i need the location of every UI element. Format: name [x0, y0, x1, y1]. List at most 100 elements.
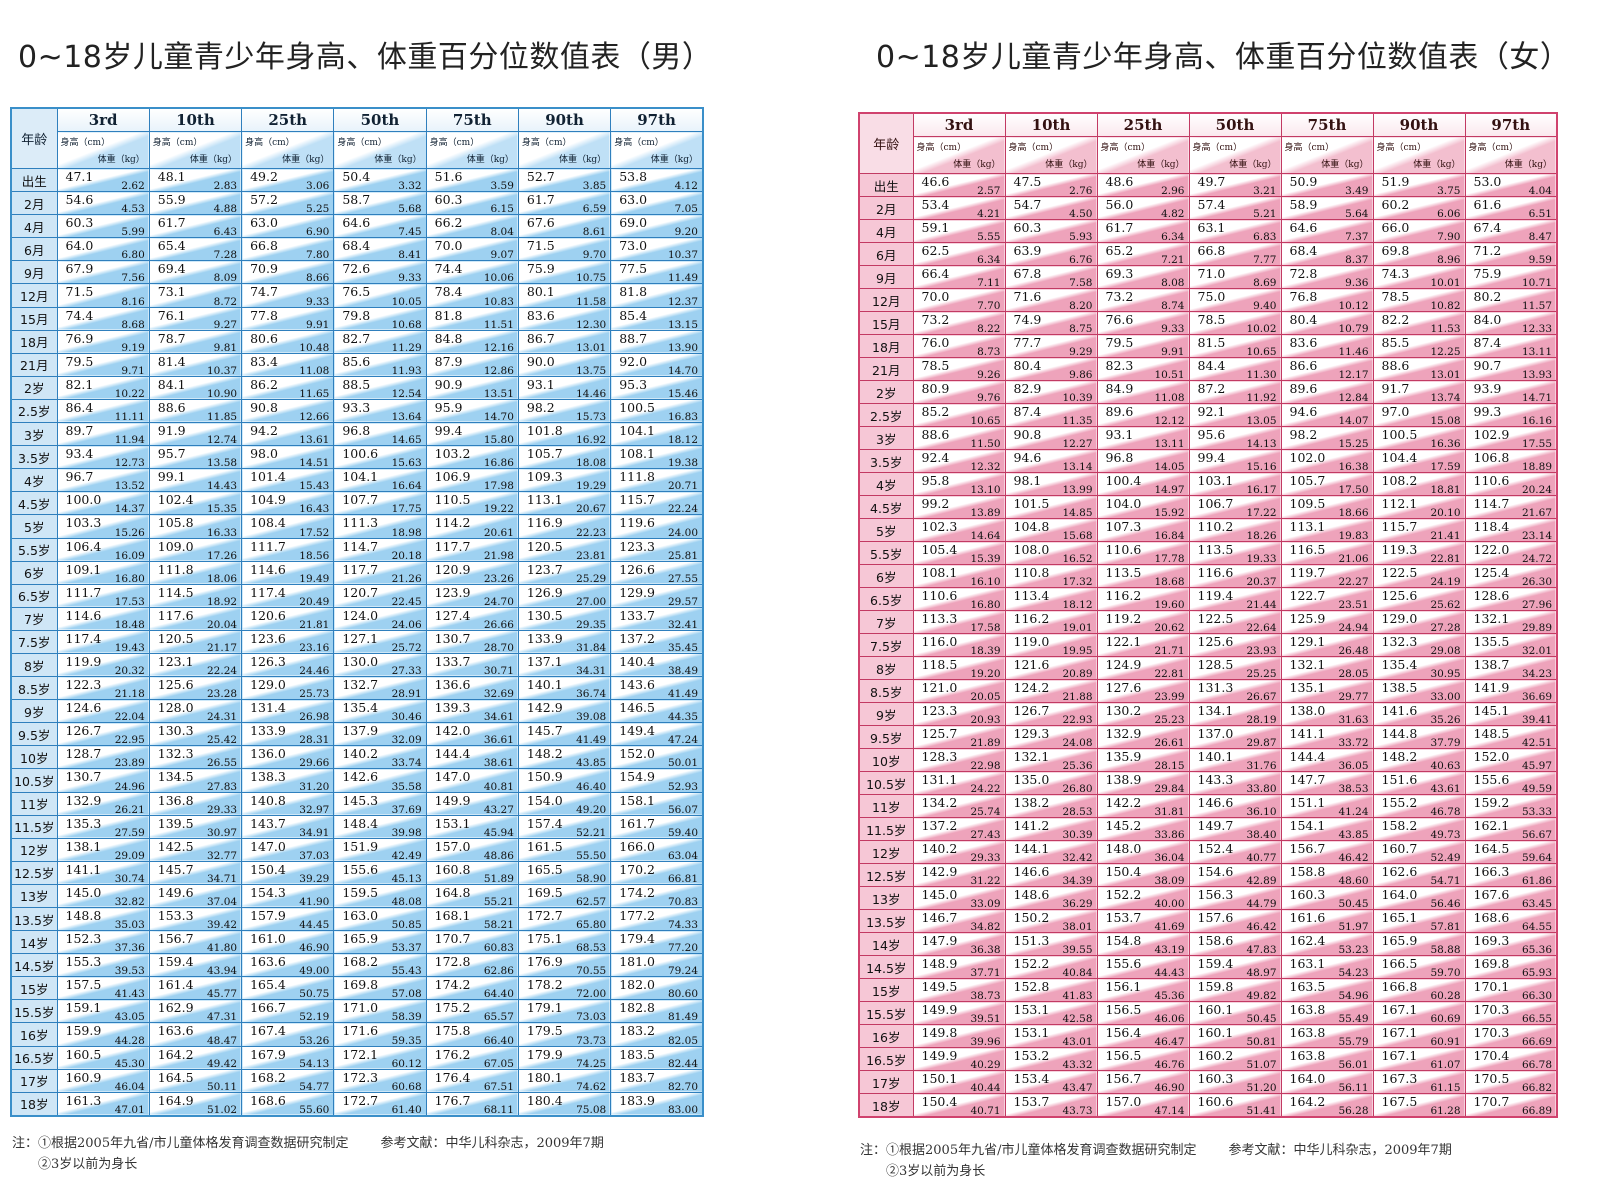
weight-value: 34.71: [207, 872, 238, 885]
weight-value: 14.37: [114, 503, 145, 515]
weight-value: 9.91: [305, 318, 330, 331]
height-value: 78.5: [921, 358, 950, 374]
girl-table-row: 4.5岁 99.2 13.89 101.5 14.85 104.0 15.92 106.7 17…: [858, 495, 1558, 519]
data-cell: 111.7 18.56: [241, 537, 335, 562]
height-value: 151.9: [342, 838, 379, 854]
weight-value: 33.74: [391, 757, 422, 769]
data-cell: 149.9 43.27: [425, 791, 519, 816]
data-cell: 80.2 11.57: [1464, 288, 1558, 312]
data-cell: 71.2 9.59: [1464, 242, 1558, 266]
girl-table-row: 9岁 123.3 20.93 126.7 22.93 130.2 25.23 134.1 28.…: [858, 702, 1558, 726]
age-label: 2月: [10, 191, 58, 216]
height-value: 167.6: [1473, 887, 1510, 903]
weight-value: 66.82: [1521, 1082, 1552, 1094]
weight-value: 41.80: [207, 942, 238, 954]
height-unit-label: 身高（cm）: [1192, 143, 1243, 153]
weight-value: 45.94: [483, 826, 514, 839]
height-value: 116.0: [921, 634, 958, 650]
height-value: 151.1: [1289, 795, 1326, 811]
data-cell: 85.5 12.25: [1372, 334, 1466, 358]
weight-value: 17.78: [1154, 553, 1185, 565]
height-value: 161.7: [619, 815, 655, 831]
girl-unit-header: 身高（cm） 体重（kg）: [1004, 136, 1098, 174]
weight-value: 28.91: [391, 688, 422, 700]
weight-unit-label: 体重（kg）: [1045, 160, 1093, 170]
weight-value: 22.98: [970, 760, 1001, 772]
data-cell: 141.2 30.39: [1004, 817, 1098, 841]
boy-table-row: 13.5岁 148.8 35.03 153.3 39.42 157.9 44.45 163.0…: [10, 906, 704, 932]
data-cell: 154.0 49.20: [517, 791, 612, 816]
data-cell: 160.7 52.49: [1372, 840, 1466, 864]
boy-table-row: 3.5岁 93.4 12.73 95.7 13.58 98.0 14.51 100.6 15.6…: [10, 445, 704, 470]
weight-value: 46.42: [1338, 852, 1369, 864]
data-cell: 151.1 41.24: [1280, 794, 1374, 818]
weight-value: 3.75: [1437, 185, 1461, 197]
weight-value: 22.24: [667, 503, 698, 515]
data-cell: 73.2 8.74: [1096, 288, 1190, 312]
height-value: 81.4: [157, 353, 186, 369]
age-label: 15月: [10, 306, 58, 331]
weight-value: 15.26: [114, 526, 145, 538]
data-cell: 155.2 46.78: [1372, 794, 1466, 818]
girl-table-row: 5岁 102.3 14.64 104.8 15.68 107.3 16.84 110.2 18.…: [858, 518, 1558, 542]
weight-value: 43.19: [1154, 944, 1185, 956]
height-value: 103.1: [1197, 473, 1234, 489]
height-value: 176.7: [434, 1092, 471, 1108]
height-value: 128.5: [1197, 657, 1234, 673]
height-value: 156.5: [1105, 1002, 1142, 1018]
weight-value: 20.67: [576, 503, 607, 515]
weight-value: 9.33: [398, 272, 422, 284]
data-cell: 167.1 60.69: [1372, 1001, 1466, 1025]
data-cell: 54.7 4.50: [1004, 196, 1098, 220]
weight-value: 34.82: [970, 921, 1001, 933]
data-cell: 142.2 31.81: [1096, 794, 1190, 818]
data-cell: 114.7 20.18: [333, 537, 427, 562]
weight-value: 41.24: [1338, 806, 1369, 818]
weight-value: 48.86: [483, 849, 514, 862]
weight-value: 8.74: [1161, 300, 1185, 312]
weight-value: 45.77: [207, 988, 238, 1000]
data-cell: 170.7 60.83: [425, 930, 519, 955]
weight-value: 29.35: [576, 618, 607, 631]
height-value: 117.4: [65, 630, 102, 646]
height-value: 89.7: [65, 423, 94, 439]
height-value: 66.8: [250, 238, 278, 254]
weight-value: 19.01: [1062, 622, 1093, 634]
weight-value: 13.74: [1430, 392, 1461, 404]
data-cell: 95.8 13.10: [912, 472, 1006, 496]
weight-value: 10.79: [1338, 323, 1369, 335]
weight-value: 58.21: [483, 919, 514, 931]
weight-value: 77.20: [667, 942, 698, 954]
height-value: 95.3: [619, 376, 648, 392]
weight-value: 21.71: [1154, 645, 1185, 657]
height-value: 69.4: [157, 261, 186, 277]
weight-value: 12.37: [667, 295, 698, 308]
weight-value: 8.66: [305, 272, 330, 284]
height-value: 167.1: [1381, 1048, 1418, 1064]
weight-value: 32.69: [483, 688, 514, 700]
age-label: 14岁: [858, 932, 914, 956]
data-cell: 135.3 27.59: [56, 814, 150, 839]
boy-table-row: 4岁 96.7 13.52 99.1 14.43 101.4 15.43 104.1 16.64…: [10, 468, 704, 493]
data-cell: 111.7 17.53: [56, 583, 150, 608]
data-cell: 123.7 25.29: [517, 560, 612, 585]
boy-reference: 参考文献：中华儿科杂志，2009年7期: [380, 1136, 604, 1151]
data-cell: 112.1 20.10: [1372, 495, 1466, 519]
boy-chart-title: 0~18岁儿童青少年身高、体重百分位数值表（男）: [18, 40, 713, 75]
height-value: 148.4: [342, 815, 379, 831]
height-value: 119.0: [1013, 634, 1050, 650]
height-value: 88.6: [1381, 358, 1410, 374]
weight-value: 10.90: [207, 387, 238, 400]
height-value: 72.8: [1289, 266, 1318, 282]
height-value: 67.6: [526, 215, 555, 231]
weight-value: 3.59: [490, 180, 514, 192]
data-cell: 92.1 13.05: [1188, 403, 1282, 427]
data-cell: 119.4 21.44: [1188, 587, 1282, 611]
weight-value: 10.51: [1154, 369, 1185, 381]
height-value: 99.4: [1197, 450, 1226, 466]
weight-value: 13.15: [667, 318, 698, 331]
boy-table-row: 4月 60.3 5.99 61.7 6.43 63.0 6.90 64.6 7.45 66.2 8.…: [10, 214, 704, 239]
data-cell: 150.4 38.09: [1096, 863, 1190, 887]
data-cell: 75.9 10.75: [517, 260, 612, 285]
height-value: 51.9: [1381, 174, 1410, 190]
